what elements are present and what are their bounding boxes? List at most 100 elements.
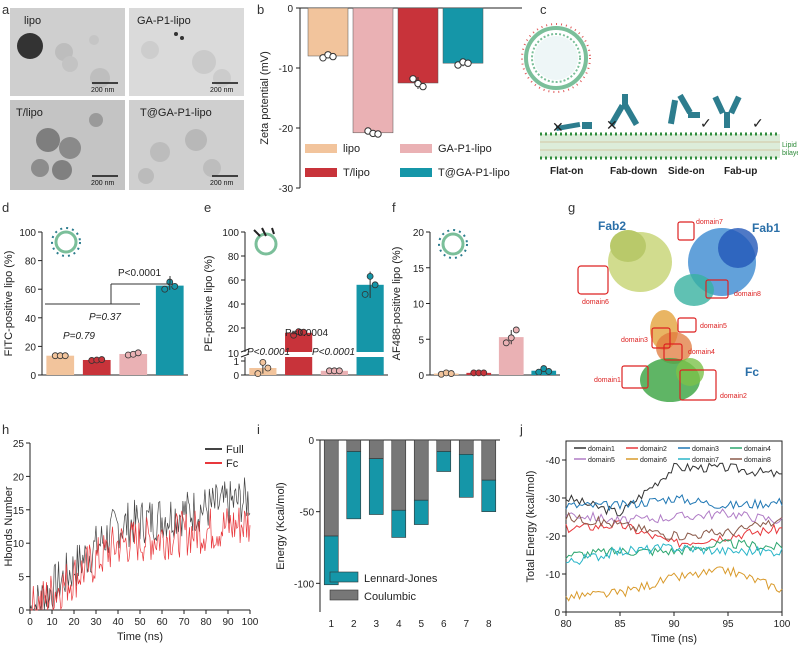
y-tick-label: 10: [413, 300, 425, 311]
legend-label: domain2: [640, 446, 667, 453]
orientation-fab-up: Fab-up: [724, 166, 757, 177]
data-point: [366, 272, 374, 280]
panel-g: Fab2 Fab1 Fc domain7 domain6 domain8 dom…: [577, 219, 780, 402]
label-domain6: domain6: [582, 299, 609, 306]
series-fc: [29, 507, 251, 611]
data-point: [259, 358, 267, 366]
y-tick-label: 40: [228, 300, 240, 311]
legend-label: domain1: [588, 446, 615, 453]
check-icon-fab-up: ✓: [752, 115, 764, 131]
liposome-icon-d-ring: [51, 227, 81, 257]
data-point: [61, 352, 69, 360]
x-tick-label: 3: [373, 619, 379, 630]
tem-label-t-ga-p1-lipo: T@GA-P1-lipo: [140, 107, 212, 119]
bar-lennard-jones: [481, 479, 497, 512]
tem-image-t-ga-p1-lipo: T@GA-P1-lipo 200 nm: [129, 100, 244, 190]
data-point: [300, 328, 308, 336]
series-domain7: [565, 543, 783, 566]
antibody-fab-up: [712, 95, 742, 128]
bar-coulumbic: [436, 439, 452, 452]
legend-label: T/lipo: [343, 167, 370, 179]
domain1-box: [621, 365, 649, 389]
y-tick-label: 1: [233, 357, 239, 368]
label-fc: Fc: [745, 365, 759, 379]
y-tick-label: 0: [554, 608, 560, 619]
y-tick-label: 20: [413, 228, 425, 239]
x-tick-label: 95: [722, 619, 734, 630]
chart-energy: 0 -50 -100 Energy (Kcal/mol) 1 2 3 4 5 6 7 8 Lennard…: [275, 436, 500, 630]
liposome-icon-f-ring: [438, 229, 468, 259]
panel-label-i: i: [257, 422, 260, 437]
liposome-icon-f: [441, 232, 465, 256]
legend-swatch: [400, 168, 432, 177]
x-tick-label: 5: [418, 619, 424, 630]
label-domain1: domain1: [594, 377, 621, 384]
x-tick-label: 70: [178, 617, 190, 628]
y-tick-label: -30: [546, 494, 561, 505]
x-tick-label: 20: [68, 617, 80, 628]
antibody-fab-down: [608, 94, 640, 127]
domain4-box: [663, 343, 683, 361]
label-domain8: domain8: [734, 291, 761, 298]
lipid-bilayer: [540, 132, 780, 160]
domain7-box: [677, 221, 695, 241]
y-axis-label: Total Energy (kcal/mol): [525, 471, 537, 583]
series-domain6: [565, 566, 783, 602]
legend-label: domain3: [692, 446, 719, 453]
y-tick-label: 15: [413, 264, 425, 275]
data-point: [335, 367, 343, 375]
series-domain5: [565, 508, 783, 526]
data-point: [98, 356, 106, 363]
data-point: [134, 349, 142, 357]
label-fab1: Fab1: [752, 221, 780, 235]
bar-lennard-jones: [436, 451, 452, 472]
legend-label: domain7: [692, 457, 719, 464]
bar-coulumbic: [458, 439, 474, 455]
p-value-annotation: P<0.0001: [312, 347, 355, 358]
y-tick-label: 60: [228, 276, 240, 287]
panel-label-a: a: [2, 2, 10, 17]
legend-swatch: [305, 144, 337, 153]
bar-lennard-jones: [368, 458, 384, 515]
liposome-icon-large: [521, 23, 591, 93]
panel-a: lipo 200 nm GA-P1-lipo 200 nm T/lipo 200…: [10, 8, 244, 190]
bar-lennard-jones: [391, 509, 407, 538]
legend-swatch: [305, 168, 337, 177]
data-point: [419, 82, 427, 91]
data-point: [374, 130, 382, 138]
data-point: [545, 368, 553, 375]
data-point: [171, 282, 179, 290]
data-point: [464, 59, 472, 67]
series-full: [29, 477, 251, 611]
cross-icon-flat-on: ✕: [552, 119, 564, 135]
y-tick-label: -10: [546, 570, 561, 581]
y-tick-label: 0: [418, 371, 424, 382]
chart-hbonds: 0 10 20 30 40 50 60 70 80 90 100 0 5 10 15 20 25 Time (ns…: [3, 439, 259, 643]
legend-label: GA-P1-lipo: [438, 143, 492, 155]
antibody-side-on: [667, 93, 700, 125]
label-domain5: domain5: [700, 323, 727, 330]
antibody-structure: [608, 228, 758, 402]
legend-swatch: [329, 589, 359, 601]
chart-total-energy: 80 85 90 95 100 0 -10 -20 -30 -40 Time (ns) Total E…: [525, 440, 791, 645]
tem-label-t-lipo: T/lipo: [16, 107, 43, 119]
bar-T/lipo: [82, 359, 111, 375]
legend-swatch: [400, 144, 432, 153]
x-axis-label: Time (ns): [117, 631, 163, 643]
chart-af488: 0 5 10 15 20 AF488-positive lipo (%): [391, 228, 560, 382]
p-value-annotation: P=0.37: [89, 312, 121, 323]
antibody-flat-on: [555, 121, 592, 132]
panel-label-j: j: [519, 422, 523, 437]
y-axis-label: Zeta potential (mV): [259, 51, 271, 145]
data-point: [502, 339, 510, 347]
orientation-side-on: Side-on: [668, 166, 705, 177]
y-tick-label: 100: [19, 228, 36, 239]
bar-GA-P1-lipo: [352, 7, 394, 134]
legend-label: lipo: [343, 143, 360, 155]
panel-label-h: h: [2, 422, 9, 437]
y-axis-label: Energy (Kcal/mol): [275, 482, 287, 569]
legend-label: T@GA-P1-lipo: [438, 167, 510, 179]
x-tick-label: 1: [328, 619, 334, 630]
y-tick-label: -20: [279, 124, 294, 135]
bar-T/lipo: [397, 7, 439, 84]
